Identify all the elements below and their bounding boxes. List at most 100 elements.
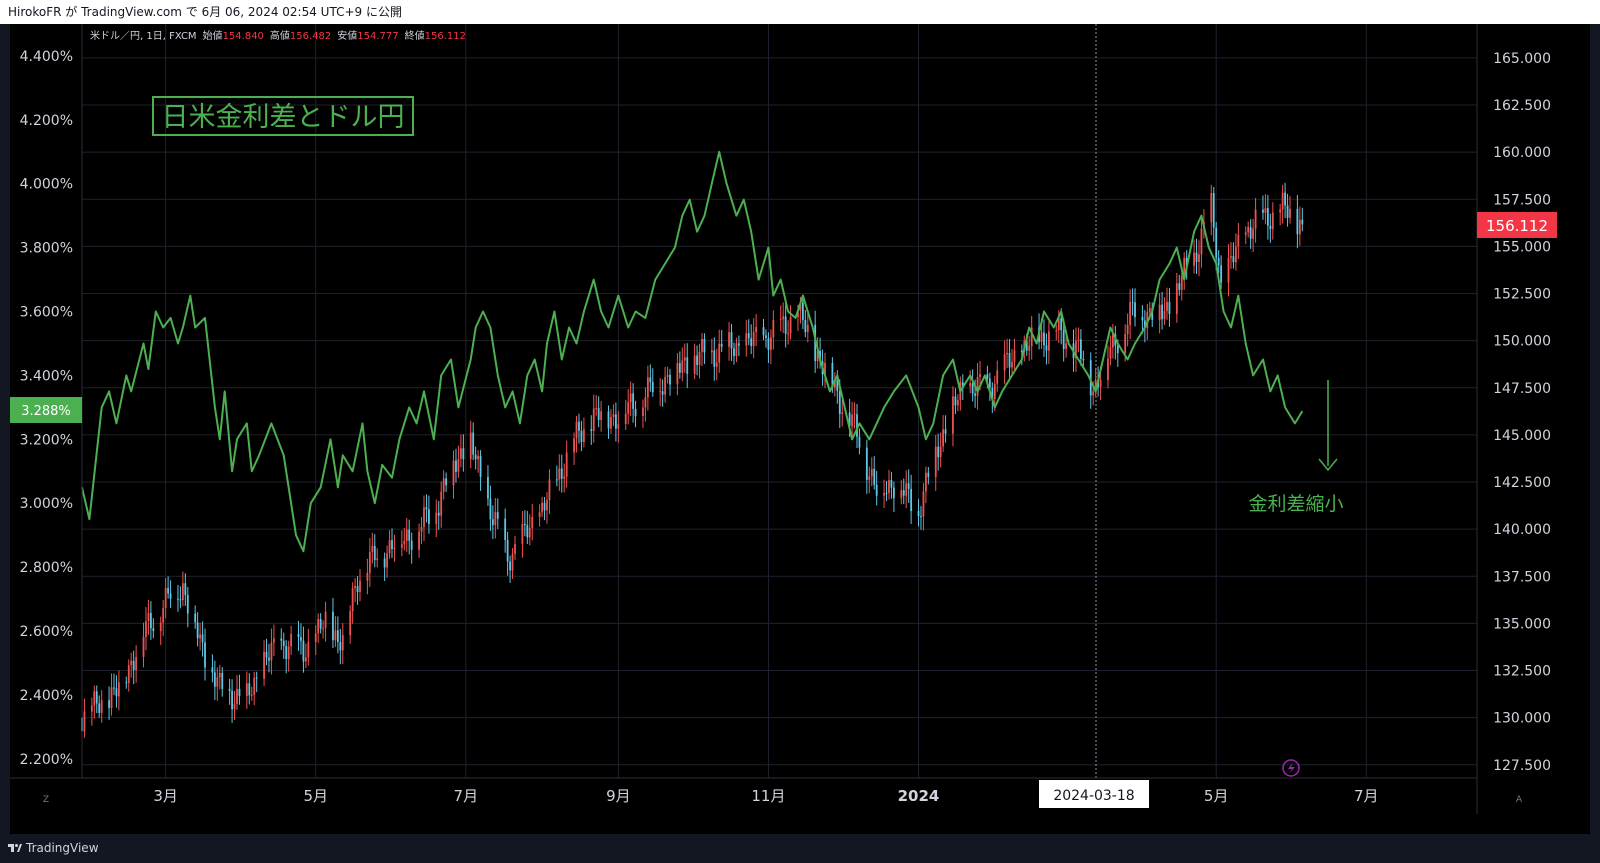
candle-body bbox=[976, 376, 979, 396]
candle-body bbox=[678, 363, 681, 373]
candle-body bbox=[831, 362, 834, 388]
candle-body bbox=[487, 476, 489, 499]
candle-body bbox=[806, 324, 809, 333]
candle-body bbox=[683, 357, 686, 361]
candle-body bbox=[132, 660, 135, 671]
candle-body bbox=[558, 468, 561, 480]
candle-body bbox=[1266, 208, 1269, 226]
candle-body bbox=[580, 430, 583, 442]
candle-body bbox=[1163, 310, 1166, 320]
candle-body bbox=[445, 478, 448, 486]
candle-body bbox=[1025, 341, 1028, 351]
candle-body bbox=[969, 383, 972, 387]
candle-body bbox=[457, 458, 460, 472]
candle-body bbox=[521, 524, 524, 544]
candle-body bbox=[782, 316, 785, 320]
left-tick-label: 4.400% bbox=[20, 49, 73, 65]
candle-body bbox=[686, 357, 689, 374]
left-axis-ticks: 2.200% 2.400% 2.600% 2.800% 3.000% 3.200% 3.40… bbox=[20, 49, 73, 768]
candle-body bbox=[1045, 345, 1048, 351]
candle-body bbox=[755, 327, 758, 333]
candle-body bbox=[1281, 192, 1284, 210]
candle-body bbox=[612, 414, 615, 417]
candle-body bbox=[745, 333, 748, 346]
candle-body bbox=[199, 634, 201, 639]
candle-body bbox=[890, 480, 893, 488]
candle-body bbox=[956, 400, 959, 406]
candle-body bbox=[1183, 257, 1186, 277]
candle-body bbox=[125, 682, 128, 684]
candle-body bbox=[715, 362, 718, 367]
candle-body bbox=[162, 608, 165, 623]
candle-body bbox=[250, 694, 253, 696]
candle-body bbox=[373, 545, 376, 561]
candle-body bbox=[1048, 331, 1050, 351]
candle-body bbox=[600, 411, 603, 420]
candle-body bbox=[504, 518, 507, 540]
candle-body bbox=[583, 429, 585, 442]
candle-body bbox=[991, 387, 994, 399]
candle-body bbox=[317, 619, 320, 634]
candle-body bbox=[506, 539, 509, 562]
candle-body bbox=[1082, 358, 1085, 361]
candle-body bbox=[873, 468, 876, 485]
right-tick-label: 162.500 bbox=[1493, 98, 1551, 114]
candle-body bbox=[388, 540, 391, 554]
right-scale-mode-button[interactable]: A bbox=[1516, 795, 1523, 805]
left-tick-label: 3.200% bbox=[20, 432, 73, 448]
candle-body bbox=[779, 319, 782, 321]
lightning-icon[interactable] bbox=[1282, 759, 1300, 777]
candle-body bbox=[268, 657, 270, 661]
candle-body bbox=[752, 332, 755, 347]
candle-body bbox=[634, 408, 637, 416]
right-tick-label: 155.000 bbox=[1493, 239, 1551, 255]
candle-body bbox=[273, 638, 275, 643]
candle-body bbox=[238, 688, 241, 697]
candle-body bbox=[885, 492, 888, 494]
price-current-tag bbox=[1477, 212, 1557, 238]
candle-body bbox=[435, 512, 438, 524]
candle-body bbox=[145, 621, 147, 637]
candle-body bbox=[1111, 334, 1114, 348]
candle-body bbox=[526, 524, 529, 538]
candle-body bbox=[614, 414, 617, 429]
candle-body bbox=[1077, 339, 1080, 341]
chart-title: 日米金利差とドル円 bbox=[162, 102, 405, 133]
candle-body bbox=[302, 640, 305, 662]
candle-body bbox=[870, 468, 873, 477]
candle-body bbox=[393, 547, 396, 549]
price-current-value: 156.112 bbox=[1486, 217, 1548, 235]
candle-body bbox=[893, 487, 895, 499]
candle-body bbox=[324, 611, 327, 629]
candle-body bbox=[1269, 225, 1272, 230]
candle-body bbox=[905, 483, 908, 496]
candle-body bbox=[735, 343, 738, 357]
right-axis-ticks: 127.500 130.000 132.500 135.000 137.500 140.0… bbox=[1493, 51, 1551, 774]
candle-body bbox=[693, 355, 696, 374]
x-tick-label: 5月 bbox=[1204, 787, 1229, 805]
candle-body bbox=[738, 343, 740, 346]
candle-body bbox=[617, 424, 620, 429]
candle-body bbox=[184, 583, 187, 595]
candle-body bbox=[400, 544, 403, 548]
candle-body bbox=[1094, 379, 1097, 392]
candle-body bbox=[319, 619, 322, 629]
candle-body bbox=[851, 414, 853, 427]
chart-frame[interactable]: 2.200% 2.400% 2.600% 2.800% 3.000% 3.200% 3.40… bbox=[10, 24, 1590, 834]
candle-body bbox=[816, 350, 819, 362]
candle-body bbox=[164, 588, 167, 609]
candle-body bbox=[789, 316, 792, 334]
candle-body bbox=[228, 688, 231, 691]
publish-header: HirokoFR が TradingView.com で 6月 06, 2024… bbox=[0, 0, 1600, 24]
candle-body bbox=[1298, 219, 1301, 235]
left-scale-mode-button[interactable]: Z bbox=[43, 795, 49, 805]
lightning-icon-glyph bbox=[1288, 762, 1295, 774]
chart-canvas[interactable]: 2.200% 2.400% 2.600% 2.800% 3.000% 3.200% 3.40… bbox=[10, 24, 1590, 834]
x-tick-label: 2024 bbox=[898, 787, 940, 805]
right-tick-label: 140.000 bbox=[1493, 522, 1551, 538]
candle-body bbox=[538, 512, 541, 517]
candle-body bbox=[942, 429, 945, 447]
candle-body bbox=[1107, 358, 1109, 381]
candle-body bbox=[255, 677, 258, 679]
candle-body bbox=[179, 599, 182, 601]
